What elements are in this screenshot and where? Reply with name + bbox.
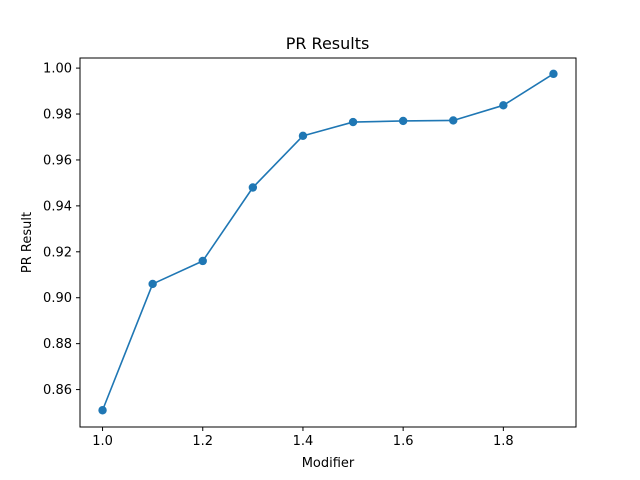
data-point [98,406,107,415]
x-tick-label: 1.6 [393,434,414,449]
data-point [499,101,508,110]
y-tick-label: 0.98 [43,108,72,123]
data-point [348,117,358,127]
axes-border [79,57,577,428]
y-tick-label: 0.96 [43,153,72,168]
y-tick-label: 0.90 [43,291,72,306]
series-line [101,73,554,411]
y-tick-label: 0.88 [43,337,72,352]
x-tick-label: 1.8 [493,434,514,449]
x-axis-label: Modifier [302,456,355,471]
plot-area [80,58,576,427]
y-axis: 0.86 0.88 0.90 0.92 0.94 0.96 0.98 1.00 [43,62,80,398]
data-point [248,183,258,192]
x-tick-label: 1.0 [92,434,113,449]
y-tick-label: 0.86 [43,383,72,398]
y-tick-label: 0.94 [43,199,72,214]
y-tick-label: 0.92 [43,245,72,260]
data-point [398,116,408,126]
x-axis: 1.0 1.2 1.4 1.6 1.8 [92,427,514,449]
axes-frame [79,57,577,428]
data-point [449,116,458,125]
y-axis-label: PR Result [20,212,35,273]
data-point [198,256,207,266]
x-tick-label: 1.4 [293,434,314,449]
data-point [298,131,308,141]
y-tick-label: 1.00 [43,62,72,77]
data-point [549,69,558,79]
x-tick-label: 1.2 [192,434,213,449]
chart-title: PR Results [286,34,370,53]
series-layer [98,69,558,415]
data-point [148,279,157,289]
plot-background [80,58,576,427]
